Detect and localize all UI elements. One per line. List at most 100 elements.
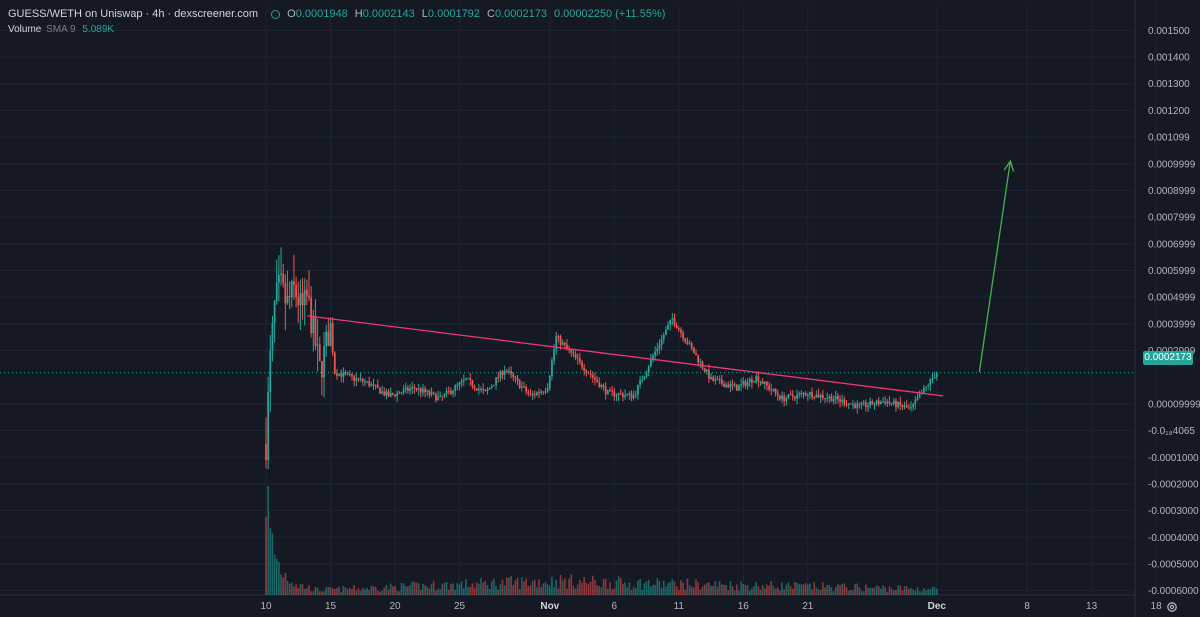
candle-body xyxy=(551,360,553,376)
candle-body xyxy=(394,394,396,397)
candle-body xyxy=(475,388,478,391)
volume-bar xyxy=(781,582,783,595)
volume-bar xyxy=(402,583,405,595)
candle-body xyxy=(510,371,512,374)
candle-body xyxy=(824,398,826,400)
volume-bar xyxy=(764,588,766,595)
volume-bar xyxy=(447,589,450,595)
volume-bar xyxy=(361,588,364,595)
y-tick-label: -0.0003000 xyxy=(1148,506,1199,517)
candle-body xyxy=(753,381,755,383)
trendline xyxy=(307,315,944,397)
volume-bar xyxy=(660,587,663,595)
volume-bar xyxy=(727,590,730,595)
volume-bar xyxy=(310,591,312,595)
candle-body xyxy=(413,387,416,389)
volume-bar xyxy=(710,586,712,595)
candle-body xyxy=(882,401,884,403)
volume-bar xyxy=(897,585,899,595)
volume-bar xyxy=(602,578,605,595)
volume-bar xyxy=(368,590,370,595)
volume-bar xyxy=(383,587,386,595)
candle-body xyxy=(473,386,476,389)
candle-body xyxy=(417,388,420,390)
candle-body xyxy=(718,379,721,381)
volume-bar xyxy=(641,589,644,595)
volume-bar xyxy=(783,589,785,595)
candle-body xyxy=(497,377,500,379)
candle-body xyxy=(542,391,545,393)
volume-bar xyxy=(351,589,353,595)
volume-bar xyxy=(303,588,306,595)
volume-bar xyxy=(269,527,272,595)
candle-body xyxy=(409,388,411,391)
time-axis[interactable]: 10152025Nov6111621Dec8131823 xyxy=(260,601,1200,612)
candle-body xyxy=(456,384,459,386)
candle-body xyxy=(286,296,289,304)
x-tick-label: 10 xyxy=(260,601,272,612)
candle-body xyxy=(333,352,336,374)
volume-bar xyxy=(770,581,773,595)
volume-bar xyxy=(819,589,822,595)
volume-bar xyxy=(531,580,534,595)
candle-body xyxy=(290,281,293,297)
volume-bar xyxy=(465,579,467,595)
volume-bar xyxy=(759,589,762,595)
candle-body xyxy=(527,391,530,394)
last-price-badge: 0.0002173 xyxy=(1143,351,1193,365)
candle-body xyxy=(751,379,753,383)
volume-bar xyxy=(929,589,932,595)
candle-body xyxy=(346,373,349,375)
candle-body xyxy=(269,350,272,393)
candle-body xyxy=(688,343,691,345)
candle-body xyxy=(905,405,908,408)
candle-body xyxy=(331,322,334,353)
candle-body xyxy=(645,371,648,377)
candle-body xyxy=(742,381,745,385)
candle-body xyxy=(757,376,760,383)
volume-bar xyxy=(611,589,613,595)
volume-bar xyxy=(834,586,837,595)
volume-bar xyxy=(404,585,407,595)
volume-bar xyxy=(288,583,291,595)
candle-body xyxy=(411,387,414,389)
open-value: 0.0001948 xyxy=(295,8,348,20)
volume-bar xyxy=(852,589,854,595)
candle-body xyxy=(772,388,775,391)
volume-bar xyxy=(903,586,906,595)
volume-bar xyxy=(293,586,295,595)
volume-bar xyxy=(469,586,472,595)
volume-bar xyxy=(340,592,343,595)
volume-bar xyxy=(349,587,351,595)
volume-bar xyxy=(654,584,656,595)
candle-body xyxy=(493,385,495,387)
candle-body xyxy=(809,392,811,396)
volume-bar xyxy=(652,584,654,595)
volume-bar xyxy=(478,583,480,595)
volume-bar xyxy=(813,582,816,595)
volume-bar xyxy=(740,581,742,595)
candle-body xyxy=(516,377,519,381)
volume-bar xyxy=(566,588,568,595)
visibility-dot-icon[interactable] xyxy=(271,9,281,19)
candle-body xyxy=(536,392,538,396)
volume-bar xyxy=(856,583,859,595)
volume-bar xyxy=(357,588,360,595)
candle-body xyxy=(710,376,712,379)
candle-body xyxy=(310,297,313,334)
candle-body xyxy=(581,361,583,368)
gear-icon[interactable] xyxy=(1165,600,1179,614)
candle-body xyxy=(897,402,899,408)
volume-bar xyxy=(555,579,558,595)
volume-bar xyxy=(589,581,592,595)
candle-body xyxy=(800,393,803,395)
volume-bar xyxy=(686,578,689,595)
volume-bar xyxy=(899,585,902,595)
close-value: 0.0002173 xyxy=(494,8,547,20)
candle-body xyxy=(583,367,586,371)
candle-body xyxy=(361,378,364,382)
volume-bar xyxy=(338,586,340,595)
volume-bar xyxy=(536,587,538,595)
volume-bar xyxy=(604,578,607,595)
